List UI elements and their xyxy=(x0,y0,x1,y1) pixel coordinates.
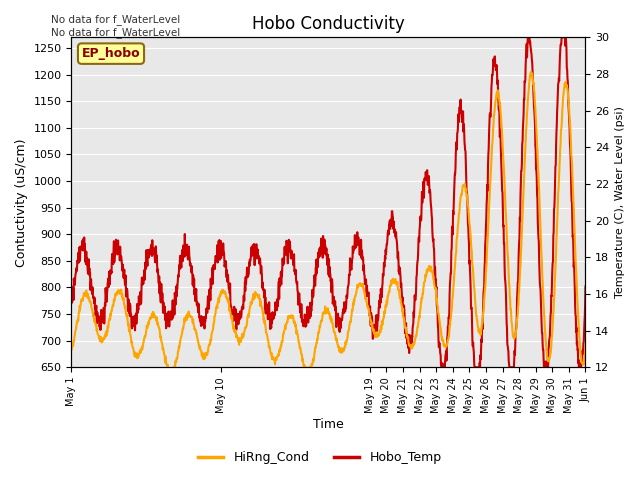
Legend: HiRng_Cond, Hobo_Temp: HiRng_Cond, Hobo_Temp xyxy=(193,446,447,469)
Y-axis label: Temperature (C), Water Level (psi): Temperature (C), Water Level (psi) xyxy=(615,107,625,298)
Y-axis label: Contuctivity (uS/cm): Contuctivity (uS/cm) xyxy=(15,138,28,266)
Text: No data for f_WaterLevel
No data for f_WaterLevel: No data for f_WaterLevel No data for f_W… xyxy=(51,14,180,38)
X-axis label: Time: Time xyxy=(313,419,344,432)
Text: EP_hobo: EP_hobo xyxy=(82,47,140,60)
Title: Hobo Conductivity: Hobo Conductivity xyxy=(252,15,405,33)
